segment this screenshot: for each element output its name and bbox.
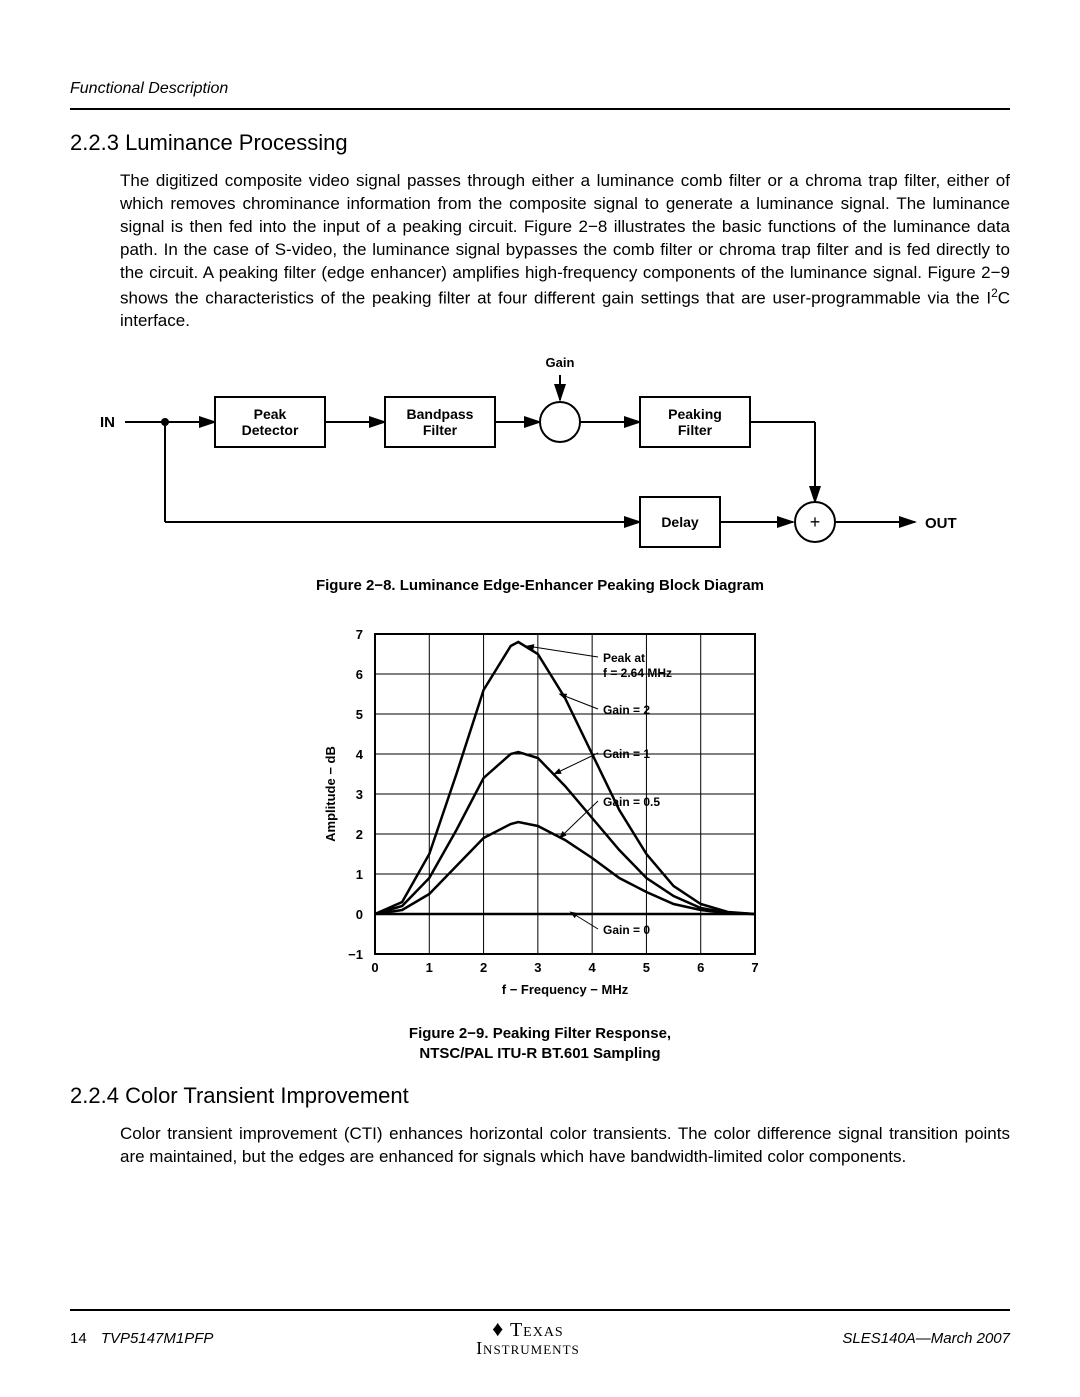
section-number: 2.2.3 <box>70 130 119 155</box>
block-diagram: INPeakDetectorBandpassFilterGainPeakingF… <box>95 347 985 567</box>
svg-text:Filter: Filter <box>423 422 458 438</box>
section-heading-luminance: 2.2.3 Luminance Processing <box>70 130 1010 156</box>
svg-text:Detector: Detector <box>242 422 299 438</box>
svg-text:0: 0 <box>371 960 378 975</box>
page-footer: 14 TVP5147M1PFP ♦ Texas Instruments SLES… <box>70 1309 1010 1357</box>
footer-right: SLES140A—March 2007 <box>842 1330 1010 1347</box>
section-number-2: 2.2.4 <box>70 1083 119 1108</box>
svg-text:5: 5 <box>356 707 363 722</box>
svg-text:Peak at: Peak at <box>603 651 645 665</box>
svg-text:Peak: Peak <box>254 406 287 422</box>
footer-left: 14 TVP5147M1PFP <box>70 1330 213 1347</box>
svg-text:2: 2 <box>356 827 363 842</box>
section-heading-cti: 2.2.4 Color Transient Improvement <box>70 1083 1010 1109</box>
svg-text:Gain = 0: Gain = 0 <box>603 923 650 937</box>
svg-text:3: 3 <box>356 787 363 802</box>
header-section-label: Functional Description <box>70 80 1010 98</box>
svg-text:Gain = 2: Gain = 2 <box>603 703 650 717</box>
i2c-superscript: 2 <box>991 286 998 300</box>
svg-text:7: 7 <box>751 960 758 975</box>
svg-text:4: 4 <box>589 960 597 975</box>
svg-text:f = 2.64 MHz: f = 2.64 MHz <box>603 666 672 680</box>
ti-logo: ♦ Texas Instruments <box>476 1319 580 1357</box>
section-title-2: Color Transient Improvement <box>125 1083 409 1108</box>
footer-rule <box>70 1309 1010 1311</box>
ti-logo-bottom: Instruments <box>476 1338 580 1358</box>
page-number: 14 <box>70 1330 87 1347</box>
section-title: Luminance Processing <box>125 130 348 155</box>
svg-text:Gain = 1: Gain = 1 <box>603 747 650 761</box>
svg-text:Gain = 0.5: Gain = 0.5 <box>603 795 660 809</box>
section2-body: Color transient improvement (CTI) enhanc… <box>120 1123 1010 1169</box>
svg-text:2: 2 <box>480 960 487 975</box>
svg-text:7: 7 <box>356 627 363 642</box>
svg-text:6: 6 <box>697 960 704 975</box>
svg-text:Delay: Delay <box>661 514 699 530</box>
section1-body-pre: The digitized composite video signal pas… <box>120 171 1010 307</box>
svg-text:6: 6 <box>356 667 363 682</box>
svg-text:Filter: Filter <box>678 422 713 438</box>
svg-text:Amplitude − dB: Amplitude − dB <box>323 746 338 842</box>
svg-text:Bandpass: Bandpass <box>407 406 474 422</box>
svg-text:OUT: OUT <box>925 515 957 532</box>
svg-text:IN: IN <box>100 414 115 431</box>
svg-text:1: 1 <box>356 867 363 882</box>
header-rule <box>70 108 1010 110</box>
svg-text:4: 4 <box>356 747 364 762</box>
figure-2-9-caption: Figure 2−9. Peaking Filter Response, NTS… <box>70 1024 1010 1063</box>
part-number: TVP5147M1PFP <box>101 1330 214 1347</box>
svg-text:−1: −1 <box>348 947 363 962</box>
svg-text:0: 0 <box>356 907 363 922</box>
figure-2-8-caption: Figure 2−8. Luminance Edge-Enhancer Peak… <box>70 577 1010 594</box>
section1-body: The digitized composite video signal pas… <box>120 170 1010 333</box>
svg-text:+: + <box>810 512 821 532</box>
svg-text:5: 5 <box>643 960 650 975</box>
svg-text:Peaking: Peaking <box>668 406 722 422</box>
svg-text:1: 1 <box>426 960 433 975</box>
svg-text:Gain: Gain <box>546 355 575 370</box>
svg-text:3: 3 <box>534 960 541 975</box>
peaking-response-chart: 0 1 2 3 4 5 6 7 −1 0 1 2 3 4 5 6 7 f − Frequency − MHz Amp… <box>305 614 775 1014</box>
svg-text:f − Frequency − MHz: f − Frequency − MHz <box>502 982 629 997</box>
